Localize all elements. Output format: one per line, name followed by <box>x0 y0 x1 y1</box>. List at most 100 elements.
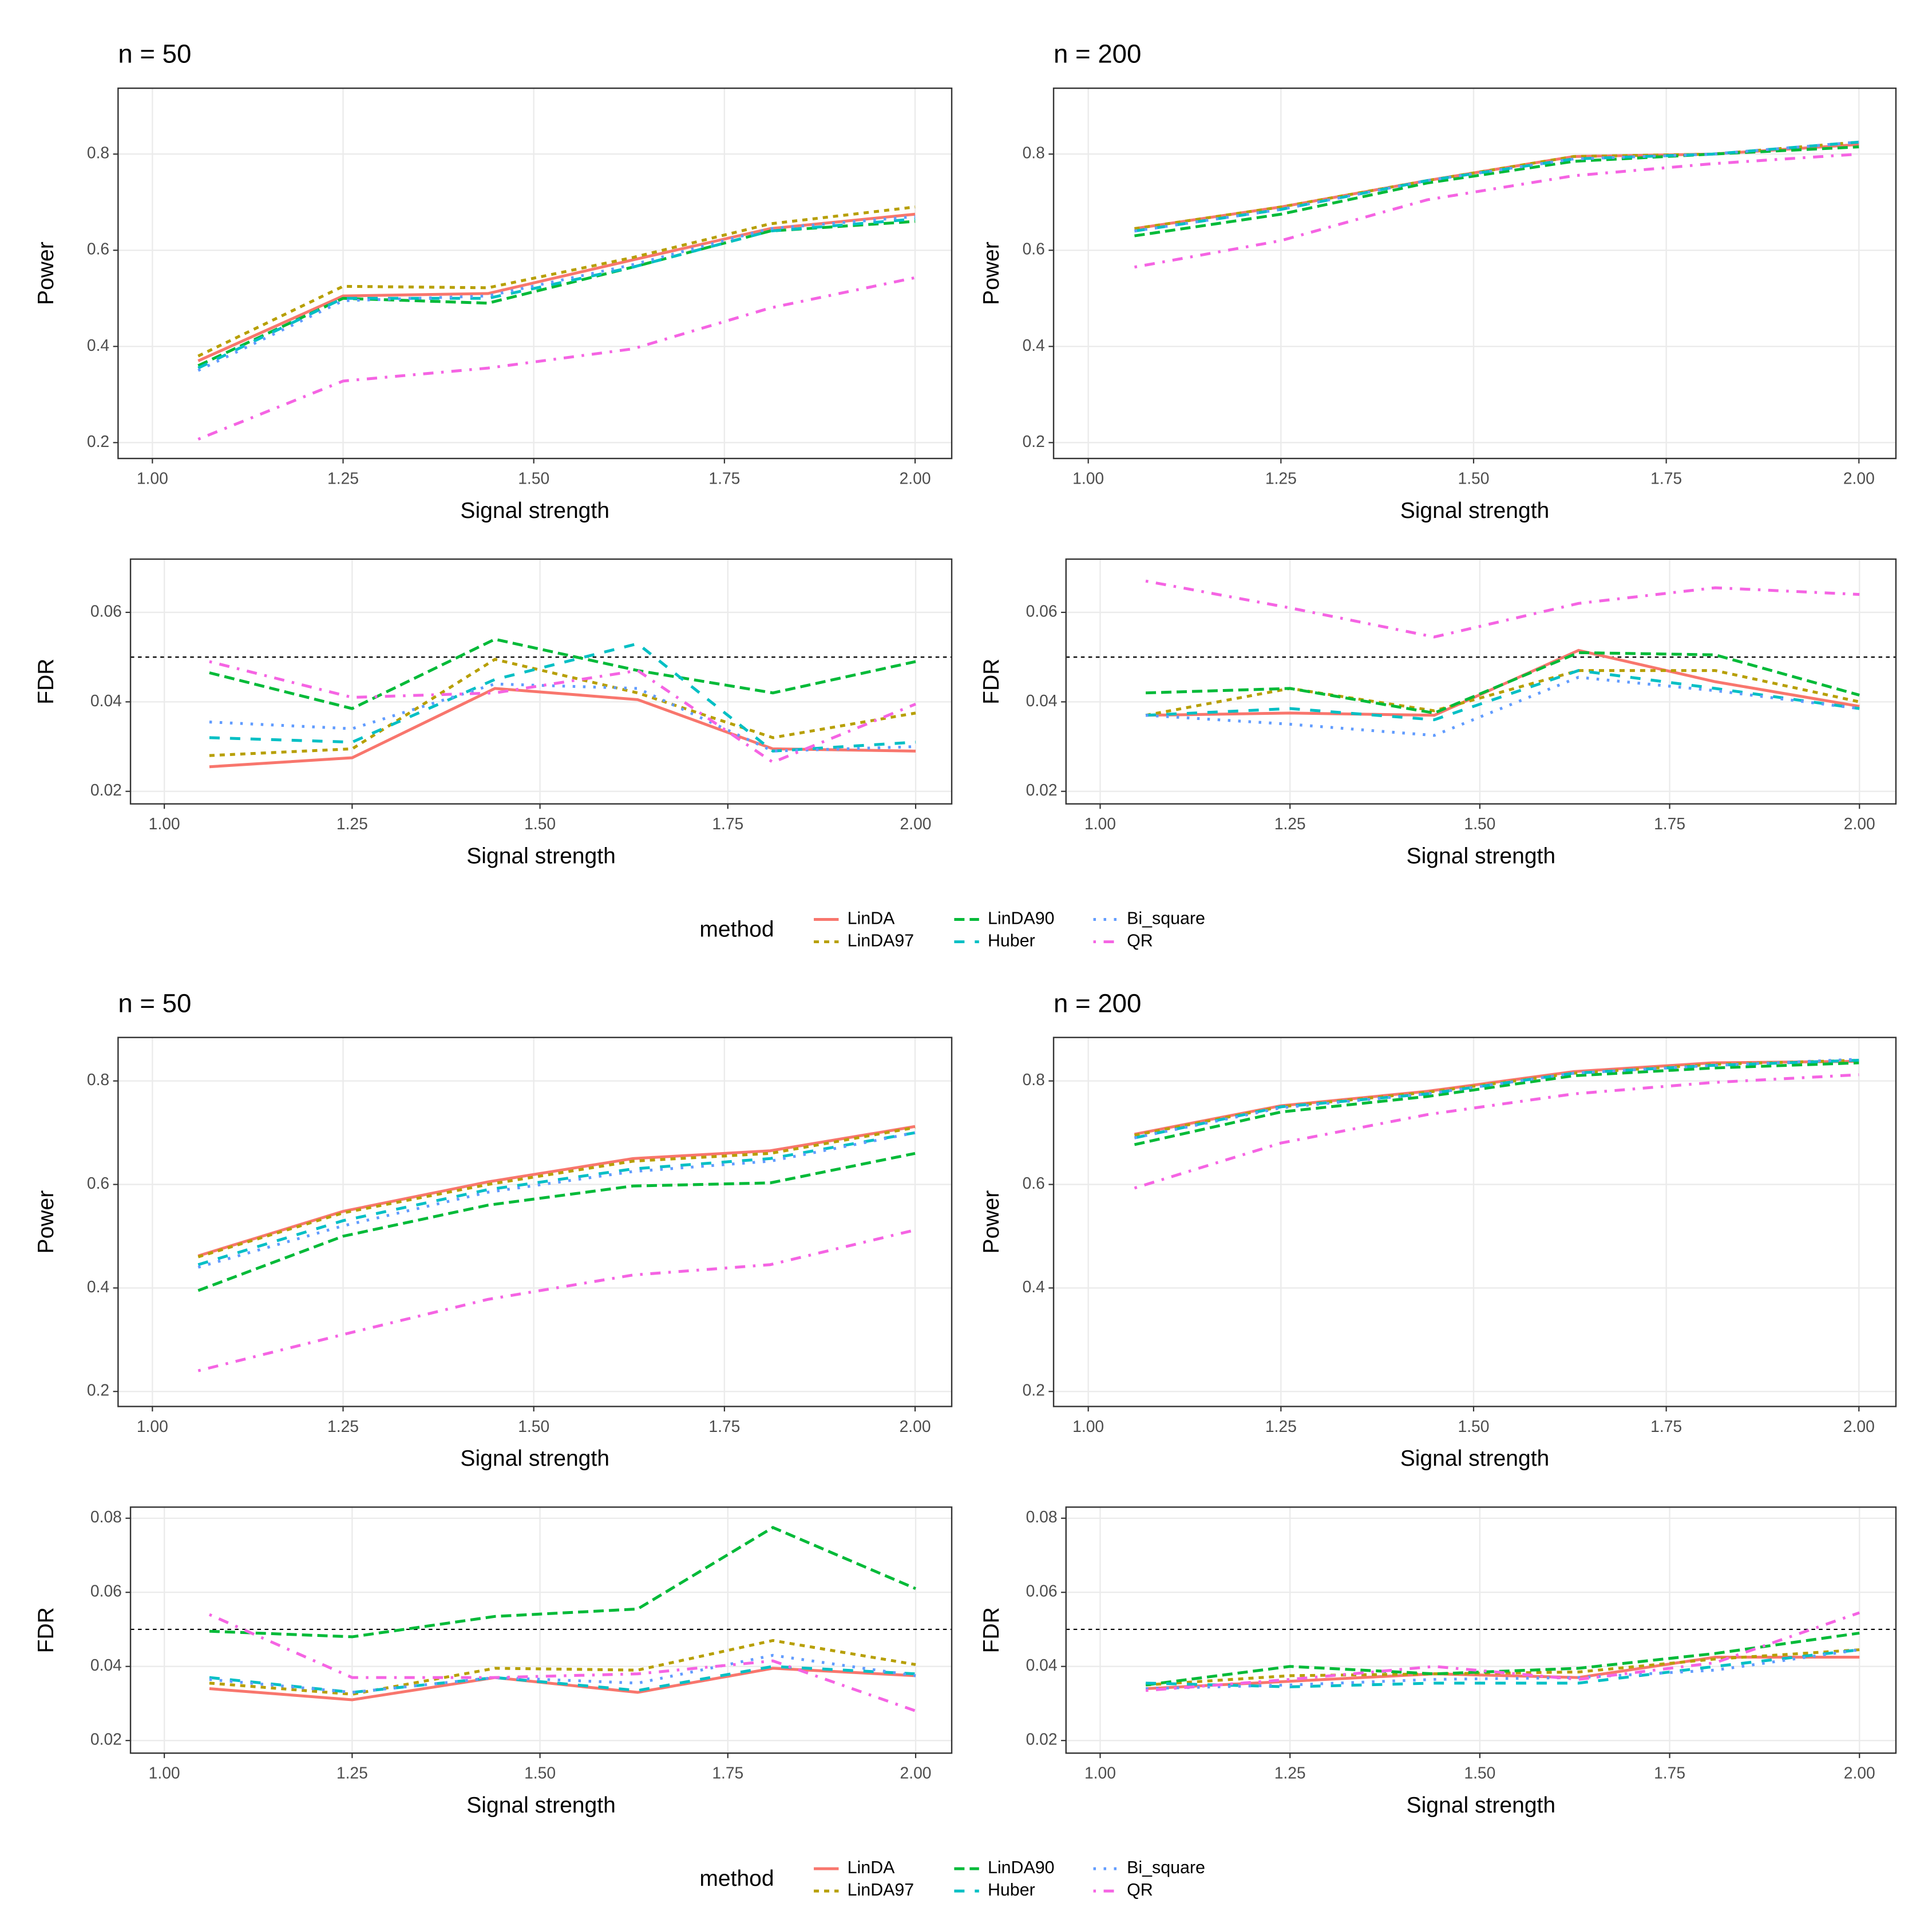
legend-label: LinDA <box>848 1858 895 1877</box>
y-tick-label: 0.8 <box>1023 1070 1045 1089</box>
x-tick-label: 1.50 <box>1458 1417 1490 1435</box>
panel-title: n = 50 <box>118 39 191 69</box>
y-axis-title: Power <box>34 1190 58 1254</box>
legend-label: QR <box>1127 931 1153 951</box>
series-line <box>209 1526 916 1639</box>
x-axis-title: Signal strength <box>1400 498 1550 523</box>
x-tick-label: 2.00 <box>1844 1764 1875 1782</box>
x-tick-label: 1.75 <box>708 1417 740 1435</box>
x-axis-title: Signal strength <box>460 1446 609 1471</box>
legend-title: method <box>699 1866 774 1891</box>
plot-background <box>130 559 952 804</box>
plot-border <box>129 558 953 805</box>
series-line <box>197 276 916 441</box>
y-axis-title: FDR <box>979 1607 1004 1653</box>
x-tick-label: 2.00 <box>1844 814 1875 833</box>
x-tick-label: 1.00 <box>149 1764 180 1782</box>
y-tick-label: 0.6 <box>1023 240 1045 258</box>
series-line <box>197 217 916 370</box>
x-tick-label: 1.00 <box>1072 1417 1104 1435</box>
x-tick-label: 2.00 <box>900 1764 932 1782</box>
legend-label: QR <box>1127 1880 1153 1900</box>
legend-label: LinDA97 <box>848 931 914 951</box>
x-tick-label: 2.00 <box>1843 1417 1875 1435</box>
x-tick-label: 1.50 <box>1464 814 1495 833</box>
legend-label: Huber <box>988 931 1035 951</box>
plot-background <box>1054 1037 1896 1407</box>
legend-label: LinDA97 <box>848 1880 914 1900</box>
series-line <box>1145 579 1860 639</box>
panel-title: n = 200 <box>1054 988 1141 1018</box>
series-line <box>197 1152 916 1292</box>
x-tick-label: 1.50 <box>524 814 556 833</box>
legend-label: Huber <box>988 1880 1035 1900</box>
y-tick-label: 0.6 <box>1023 1174 1045 1192</box>
x-tick-label: 1.75 <box>712 1764 743 1782</box>
plot-border <box>1052 87 1897 460</box>
y-tick-label: 0.06 <box>1026 1582 1058 1600</box>
x-tick-label: 1.25 <box>1265 1417 1297 1435</box>
legend-title: method <box>699 917 774 941</box>
x-tick-label: 1.25 <box>1274 814 1306 833</box>
series-line <box>1145 1631 1860 1687</box>
legend: method LinDA LinDA97 LinDA90 Huber Bi_square Q… <box>699 909 1205 951</box>
plot-background <box>118 1037 952 1407</box>
y-tick-label: 0.2 <box>1023 1381 1045 1399</box>
x-tick-label: 1.50 <box>1458 469 1490 487</box>
y-axis-title: FDR <box>34 659 58 705</box>
x-tick-label: 1.75 <box>1654 814 1685 833</box>
y-tick-label: 0.6 <box>87 240 109 258</box>
plot-border <box>1052 1036 1897 1407</box>
y-tick-label: 0.4 <box>1023 336 1045 354</box>
x-tick-label: 1.50 <box>1464 1764 1495 1782</box>
series-line <box>1134 140 1859 233</box>
x-tick-label: 1.75 <box>1654 1764 1685 1782</box>
legend-label: LinDA <box>848 909 895 928</box>
x-tick-label: 1.00 <box>1084 814 1116 833</box>
x-axis-title: Signal strength <box>1407 844 1556 868</box>
series-line <box>1146 648 1860 717</box>
x-tick-label: 1.75 <box>712 814 743 833</box>
legend: method LinDA LinDA97 LinDA90 Huber Bi_square Q… <box>699 1858 1205 1900</box>
series-line <box>1146 1648 1860 1691</box>
x-tick-label: 1.50 <box>518 1417 549 1435</box>
x-axis-title: Signal strength <box>460 498 609 523</box>
y-tick-label: 0.02 <box>90 781 122 799</box>
plot-background <box>118 88 952 459</box>
x-tick-label: 2.00 <box>1843 469 1875 487</box>
y-tick-label: 0.04 <box>1026 691 1058 710</box>
y-tick-label: 0.8 <box>87 144 109 162</box>
x-axis-title: Signal strength <box>466 1793 616 1818</box>
legend-label: Bi_square <box>1127 909 1205 928</box>
series-line <box>209 638 916 710</box>
plot-border <box>117 87 953 460</box>
y-tick-label: 0.2 <box>1023 432 1045 450</box>
x-tick-label: 1.00 <box>149 814 180 833</box>
series-line <box>209 1665 916 1694</box>
x-axis-title: Signal strength <box>1407 1793 1556 1818</box>
y-tick-label: 0.6 <box>87 1174 109 1192</box>
series-line <box>1134 1058 1859 1139</box>
y-tick-label: 0.02 <box>1026 781 1058 799</box>
y-tick-label: 0.02 <box>1026 1730 1058 1748</box>
series-line <box>209 658 916 757</box>
series-line <box>197 1131 916 1269</box>
series-line <box>209 682 916 753</box>
x-tick-label: 1.00 <box>1072 469 1104 487</box>
x-tick-label: 1.25 <box>1265 469 1297 487</box>
x-tick-label: 1.25 <box>1274 1764 1306 1782</box>
series-line <box>197 212 916 362</box>
y-tick-label: 0.4 <box>87 1277 109 1296</box>
x-tick-label: 1.25 <box>336 1764 368 1782</box>
plot-border <box>1065 558 1897 805</box>
series-line <box>197 1126 916 1259</box>
series-line <box>1145 651 1860 715</box>
y-tick-label: 0.04 <box>1026 1656 1058 1674</box>
x-tick-label: 1.25 <box>327 1417 359 1435</box>
series-line <box>1145 669 1860 722</box>
y-tick-label: 0.8 <box>87 1070 109 1089</box>
plot-background <box>1066 1507 1896 1754</box>
y-tick-label: 0.4 <box>87 336 109 354</box>
series-line <box>197 215 916 372</box>
